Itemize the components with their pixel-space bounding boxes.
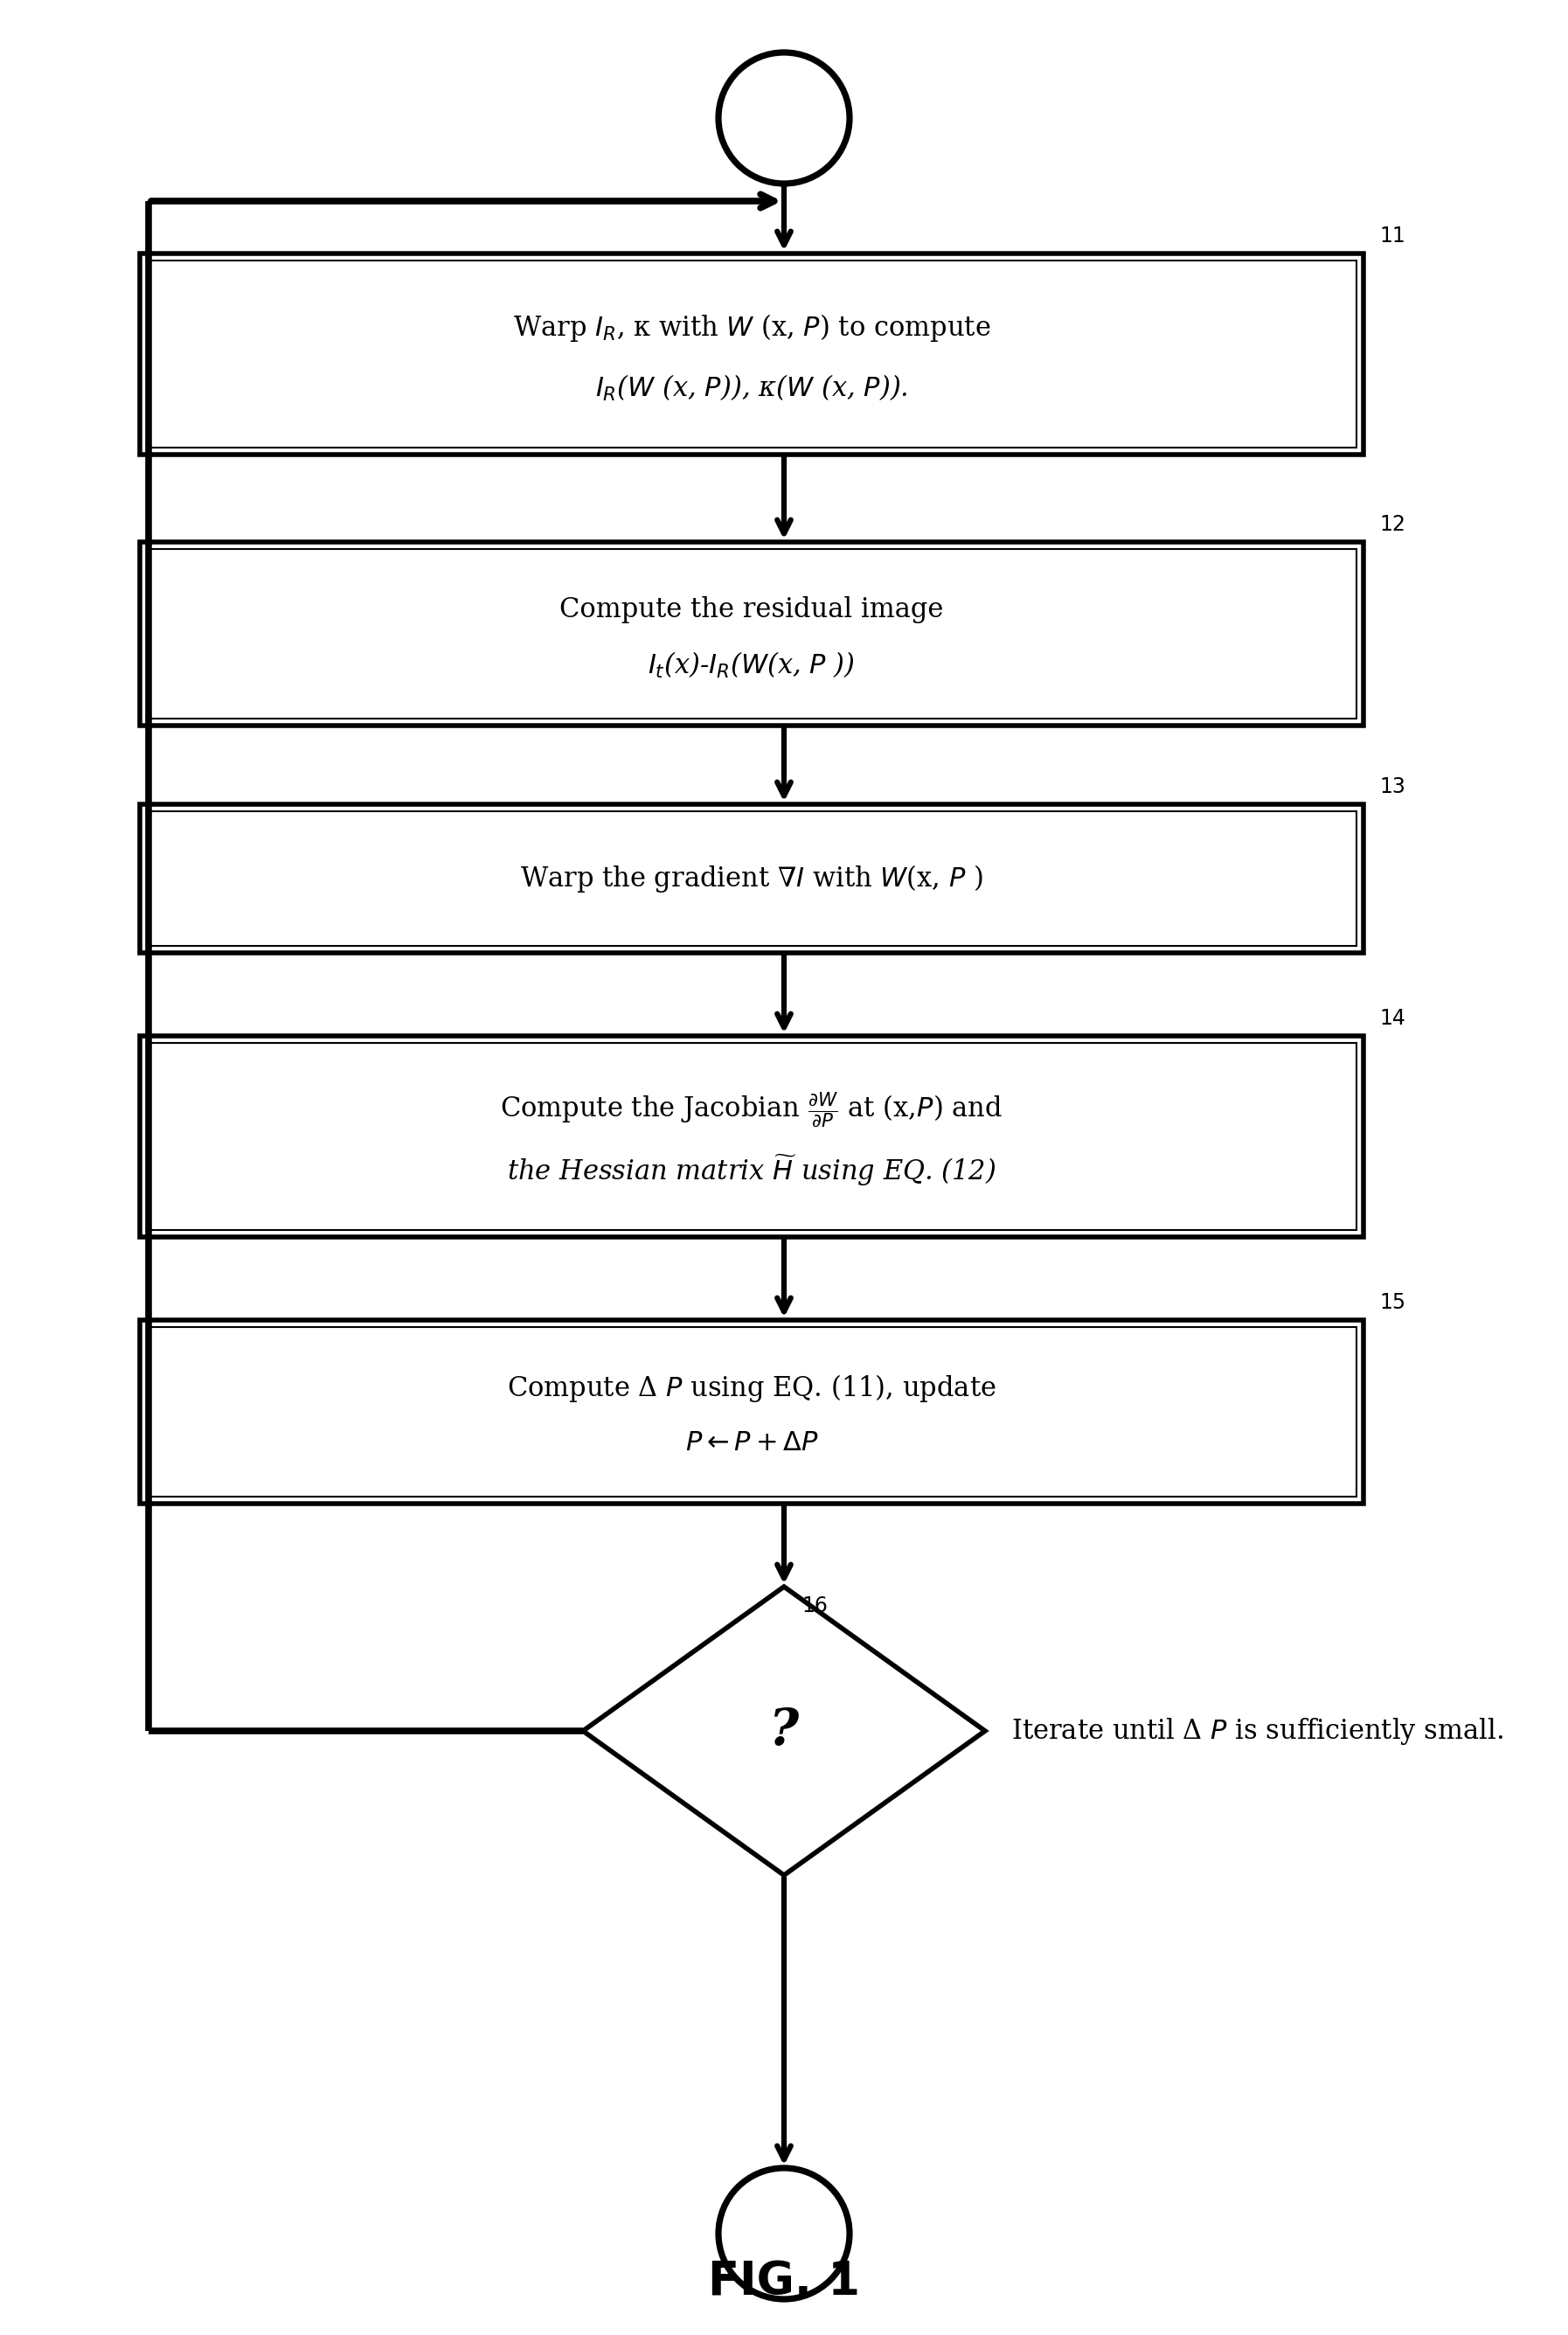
Text: Warp $\mathit{I_R}$, κ with $\mathit{W}$ (x, $\mathit{P}$) to compute: Warp $\mathit{I_R}$, κ with $\mathit{W}$… bbox=[513, 313, 991, 343]
Text: Warp the gradient ∇$\mathit{I}$ with $\mathit{W}$(x, $\mathit{P}$ ): Warp the gradient ∇$\mathit{I}$ with $\m… bbox=[521, 864, 983, 894]
Text: FIG. 1: FIG. 1 bbox=[709, 2258, 859, 2305]
Text: Iterate until Δ $\mathit{P}$ is sufficiently small.: Iterate until Δ $\mathit{P}$ is sufficie… bbox=[1011, 1716, 1504, 1747]
Polygon shape bbox=[583, 1588, 985, 1875]
Text: Compute the Jacobian $\frac{\partial W}{\partial P}$ at (x,$\mathit{P}$) and: Compute the Jacobian $\frac{\partial W}{… bbox=[500, 1090, 1004, 1130]
Bar bbox=[147, 1326, 1356, 1497]
Text: $\mathit{P}\leftarrow\mathit{P}+\Delta\mathit{P}$: $\mathit{P}\leftarrow\mathit{P}+\Delta\m… bbox=[685, 1429, 818, 1457]
Text: Compute the residual image: Compute the residual image bbox=[560, 595, 944, 623]
Text: 16: 16 bbox=[801, 1595, 828, 1616]
Circle shape bbox=[718, 2167, 850, 2300]
Bar bbox=[147, 1044, 1356, 1231]
Text: 14: 14 bbox=[1380, 1009, 1405, 1030]
Bar bbox=[140, 542, 1364, 726]
Text: 12: 12 bbox=[1380, 514, 1405, 535]
Text: 11: 11 bbox=[1380, 226, 1405, 248]
Circle shape bbox=[718, 51, 850, 184]
Text: $\mathit{I_R}$($\mathit{W}$ (x, $\mathit{P}$)), κ($\mathit{W}$ (x, $\mathit{P}$): $\mathit{I_R}$($\mathit{W}$ (x, $\mathit… bbox=[596, 374, 908, 404]
Bar bbox=[140, 255, 1364, 455]
Text: 15: 15 bbox=[1380, 1291, 1405, 1312]
Bar bbox=[147, 810, 1356, 946]
Bar bbox=[140, 803, 1364, 953]
Bar bbox=[147, 262, 1356, 448]
Text: 13: 13 bbox=[1380, 775, 1405, 796]
Text: $\mathit{I_t}$(x)-$\mathit{I_R}$($\mathit{W}$(x, $\mathit{P}$ )): $\mathit{I_t}$(x)-$\mathit{I_R}$($\mathi… bbox=[648, 649, 856, 679]
Bar bbox=[140, 1319, 1364, 1504]
Text: ?: ? bbox=[768, 1707, 800, 1756]
Text: Compute Δ $\mathit{P}$ using EQ. (11), update: Compute Δ $\mathit{P}$ using EQ. (11), u… bbox=[506, 1373, 996, 1403]
Bar bbox=[147, 549, 1356, 719]
Bar bbox=[140, 1037, 1364, 1238]
Text: the Hessian matrix $\widetilde{H}$ using EQ. (12): the Hessian matrix $\widetilde{H}$ using… bbox=[506, 1153, 996, 1189]
